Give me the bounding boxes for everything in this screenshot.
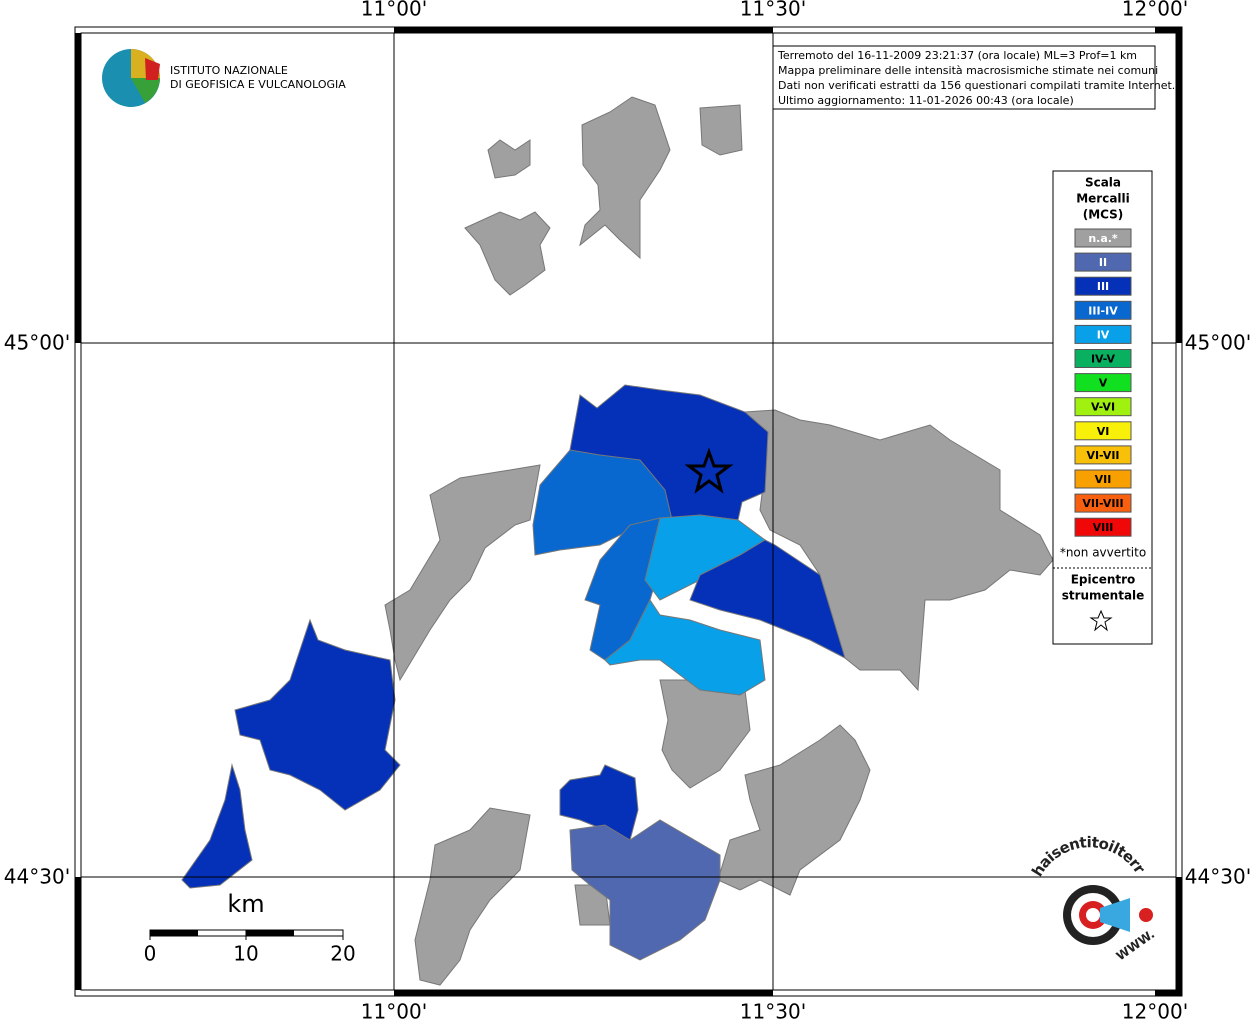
legend-swatch [1074,373,1132,393]
lon-label: 12°00' [1122,1000,1188,1024]
region [414,807,531,986]
region [569,819,721,961]
lat-label: 44°30' [4,865,70,889]
legend-label: III [1097,280,1109,293]
region [181,763,253,889]
region [464,211,551,296]
legend-title: Scala [1085,176,1121,190]
region [234,618,401,811]
logo-speaker [1100,898,1130,932]
lat-label: 45°00' [1185,331,1251,355]
lon-label: 11°30' [740,1000,806,1024]
lon-label: 11°30' [740,0,806,21]
info-box-frame [772,45,1156,110]
frame [74,26,1183,997]
frame-bar [1155,990,1182,996]
legend-label: VII-VIII [1082,497,1123,510]
region [689,539,846,659]
legend-swatch [1074,300,1132,320]
lon-label: 12°00' [1122,0,1188,21]
legend-swatch [1074,445,1132,465]
region [717,724,871,896]
scale-unit: km [227,890,264,918]
info-line: Mappa preliminare delle intensità macros… [778,64,1158,77]
logo-ring [1086,908,1100,922]
lon-label: 11°00' [361,0,427,21]
legend-swatch [1074,397,1132,417]
institute-logo: ISTITUTO NAZIONALE DI GEOFISICA E VULCAN… [102,49,346,107]
region [487,139,531,179]
legend-label: VI-VII [1086,449,1119,462]
legend-swatch [1074,252,1132,272]
region [384,464,541,682]
legend-label: V-VI [1091,401,1115,414]
legend-note: *non avvertito [1060,546,1146,560]
frame-bar [1176,877,1182,990]
legend-label: IV-V [1091,353,1116,366]
legend-label: III-IV [1088,304,1118,317]
region [699,104,743,156]
frame-bar [1155,27,1182,33]
institute-name: DI GEOFISICA E VULCANOLOGIA [170,78,346,91]
legend-label: II [1099,256,1107,269]
region [579,96,671,260]
epicenter-star [684,447,734,494]
lon-label: 11°00' [361,1000,427,1024]
frame-bar [75,33,81,343]
legend-label: IV [1097,328,1110,341]
scale-segment [246,930,294,936]
frame-bar [394,990,773,996]
legend: Scala Mercalli (MCS) *non avvertito Epic… [1052,170,1153,645]
legend-label: V [1099,377,1108,390]
legend-label: VI [1097,425,1110,438]
info-line: Terremoto del 16-11-2009 23:21:37 (ora l… [777,49,1137,62]
info-line: Ultimo aggiornamento: 11-01-2026 00:43 (… [778,94,1074,107]
logo-globe-part [145,58,160,80]
scale-segment [150,930,198,936]
legend-swatch [1074,276,1132,296]
frame-bar [1176,33,1182,343]
region [604,599,766,696]
legend-swatch [1074,421,1132,441]
institute-name: ISTITUTO NAZIONALE [170,64,288,77]
logo-dot [1139,908,1153,922]
legend-swatch [1074,493,1132,513]
legend-swatch [1074,228,1132,248]
lat-label: 44°30' [1185,865,1251,889]
legend-label: n.a.* [1088,232,1118,245]
frame-bar [75,877,81,990]
legend-swatch [1074,324,1132,344]
legend-title: (MCS) [1083,208,1124,222]
scale-label: 0 [144,942,157,966]
legend-star [1089,609,1113,632]
legend-title: Mercalli [1076,192,1130,206]
info-box: Terremoto del 16-11-2009 23:21:37 (ora l… [772,45,1175,110]
info-line: Dati non verificati estratti da 156 ques… [778,79,1175,92]
legend-label: VII [1095,473,1112,486]
region [559,764,639,841]
legend-label: VIII [1093,521,1114,534]
legend-swatch [1074,469,1132,489]
scale-bar: km 0 10 20 [144,890,356,966]
frame-bar [394,27,773,33]
scale-label: 20 [330,942,355,966]
region [532,449,673,556]
legend-swatch [1074,349,1132,368]
graticule [81,33,1176,990]
legend-epicenter: Epicentro [1071,573,1136,587]
legend-swatch [1074,517,1132,537]
lat-label: 45°00' [4,331,70,355]
regions [181,96,1054,986]
scale-label: 10 [233,942,258,966]
logo-globe-part [131,78,160,103]
axis-labels: 11°00' 11°30' 12°00' 11°00' 11°30' 12°00… [4,0,1251,1024]
legend-epicenter: strumentale [1062,589,1145,603]
